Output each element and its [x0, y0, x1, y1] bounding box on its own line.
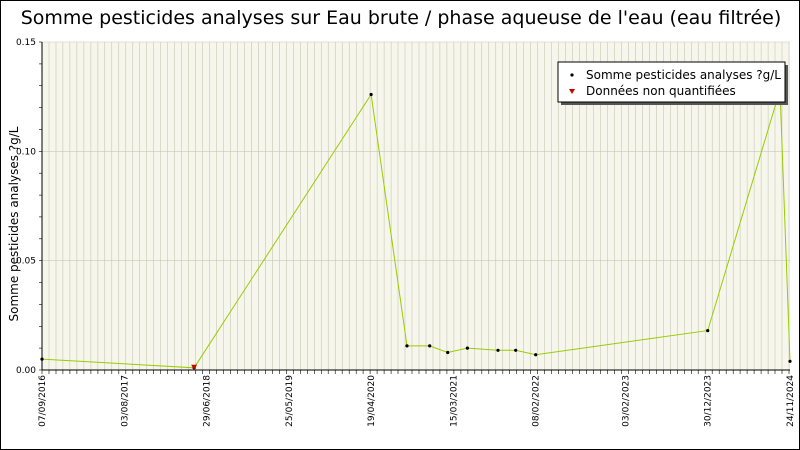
- data-point: [465, 346, 469, 350]
- x-tick-label: 03/08/2017: [120, 375, 130, 427]
- x-tick-label: 19/04/2020: [367, 375, 377, 427]
- x-tick-label: 08/02/2022: [532, 375, 542, 427]
- x-tick-label: 30/12/2023: [704, 375, 714, 427]
- x-tick-label: 07/09/2016: [38, 375, 48, 427]
- legend-box: [557, 61, 786, 103]
- legend-label-non-quantified: Données non quantifiées: [586, 84, 736, 98]
- data-point: [534, 353, 538, 357]
- data-point: [428, 344, 432, 348]
- data-point: [706, 329, 710, 333]
- grid-lines: [42, 41, 790, 371]
- y-axis-label: Somme pesticides analyses ?g/L: [7, 126, 21, 321]
- legend-marker-series: [570, 73, 574, 77]
- x-tick-label: 29/06/2018: [203, 375, 213, 427]
- x-tick-label: 25/05/2019: [285, 375, 295, 427]
- non-quantified-marker: [191, 364, 198, 370]
- data-point: [496, 348, 500, 352]
- y-tick-label: 0.05: [16, 257, 36, 267]
- x-minor-ticks: [41, 370, 790, 374]
- data-point: [788, 359, 792, 363]
- data-point: [40, 357, 44, 361]
- data-point: [369, 92, 373, 97]
- y-tick-label: 0.15: [16, 38, 36, 48]
- data-point: [514, 348, 518, 352]
- data-point: [405, 344, 409, 348]
- chart-title: Somme pesticides analyses sur Eau brute …: [20, 7, 782, 29]
- legend-label-series: Somme pesticides analyses ?g/L: [586, 68, 781, 82]
- x-tick-label: 03/02/2023: [621, 375, 631, 427]
- x-tick-label: 15/03/2021: [449, 375, 459, 427]
- y-tick-label: 0.00: [16, 366, 36, 376]
- y-tick-label: 0.10: [16, 147, 36, 157]
- x-tick-label: 24/11/2024: [786, 375, 796, 427]
- y-minor-ticks: [39, 41, 42, 371]
- data-point: [446, 350, 450, 355]
- legend-marker-non-quantified: [569, 89, 575, 94]
